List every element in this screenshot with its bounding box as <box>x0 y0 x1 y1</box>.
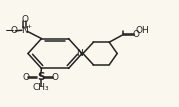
Text: O: O <box>22 73 29 82</box>
Text: N: N <box>21 26 28 35</box>
Text: O: O <box>132 30 139 39</box>
Text: O: O <box>21 15 28 24</box>
Text: N: N <box>76 49 83 58</box>
Text: +: + <box>26 24 31 29</box>
Text: OH: OH <box>136 26 150 35</box>
Text: CH₃: CH₃ <box>32 83 49 92</box>
Text: O: O <box>11 26 18 35</box>
Text: S: S <box>37 72 44 82</box>
Text: −: − <box>5 24 15 37</box>
Text: O: O <box>52 73 59 82</box>
